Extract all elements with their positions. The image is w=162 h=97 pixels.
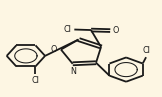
Text: O: O bbox=[50, 45, 57, 54]
Text: Cl: Cl bbox=[142, 46, 150, 55]
Text: O: O bbox=[113, 26, 119, 35]
Text: N: N bbox=[70, 67, 76, 76]
Text: Cl: Cl bbox=[32, 76, 39, 85]
Text: Cl: Cl bbox=[64, 25, 72, 34]
